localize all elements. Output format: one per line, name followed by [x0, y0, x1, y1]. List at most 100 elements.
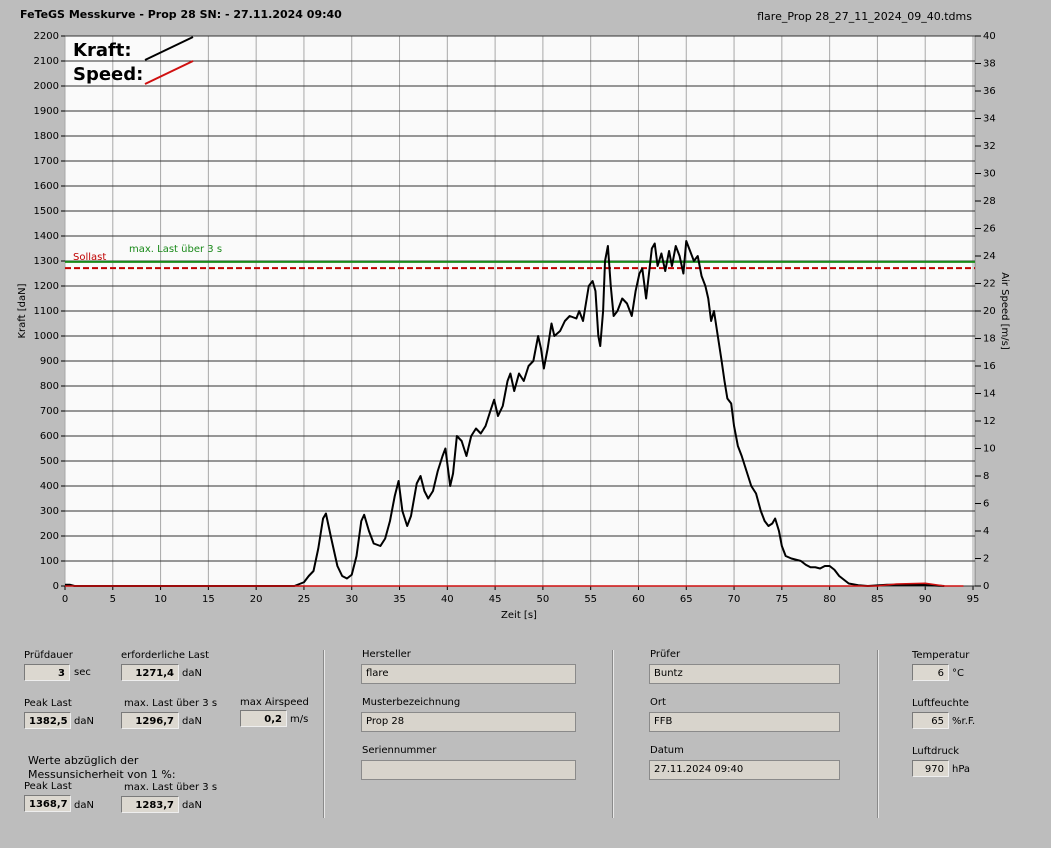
y-tick-label: 1000 — [34, 331, 59, 342]
reference-label: max. Last über 3 s — [129, 244, 222, 255]
unit: sec — [74, 667, 91, 678]
text-field: FFB — [649, 712, 840, 732]
y2-tick-label: 20 — [983, 306, 996, 317]
x-tick-label: 70 — [728, 594, 741, 605]
label: Prüfdauer — [24, 650, 73, 661]
legend-line — [144, 60, 194, 85]
unit: m/s — [290, 714, 309, 725]
value-box: 1296,7 — [121, 712, 179, 729]
unit: daN — [182, 716, 202, 727]
label: Prüfer — [650, 649, 681, 660]
y2-tick-label: 30 — [983, 169, 996, 180]
value-box: 970 — [912, 760, 949, 777]
y2-tick-label: 16 — [983, 361, 996, 372]
label: Luftfeuchte — [912, 698, 969, 709]
y2-tick-label: 0 — [983, 581, 989, 592]
y2-tick-label: 18 — [983, 334, 996, 345]
y-tick-label: 2200 — [34, 31, 59, 42]
unit: %r.F. — [952, 716, 976, 727]
text-field — [361, 760, 576, 780]
text-field: Prop 28 — [361, 712, 576, 732]
title: FeTeGS Messkurve - Prop 28 SN: - 27.11.2… — [20, 8, 342, 21]
y-tick-label: 400 — [40, 481, 59, 492]
note: Werte abzüglich der — [28, 754, 139, 767]
label: Hersteller — [362, 649, 411, 660]
series-line — [65, 240, 945, 587]
x-tick-label: 60 — [632, 594, 645, 605]
legend-line — [144, 36, 194, 61]
y-tick-label: 2000 — [34, 81, 59, 92]
text-field: 27.11.2024 09:40 — [649, 760, 840, 780]
x-tick-label: 75 — [775, 594, 788, 605]
y2-tick-label: 2 — [983, 554, 989, 565]
unit: °C — [952, 668, 964, 679]
label: max. Last über 3 s — [124, 698, 218, 709]
value-box: 0,2 — [240, 710, 287, 727]
label: max. Last über 3 s — [124, 782, 218, 793]
unit: hPa — [952, 764, 971, 775]
separator — [877, 650, 879, 818]
reference-label: Sollast — [73, 252, 106, 263]
x-tick-label: 85 — [871, 594, 884, 605]
file-name: flare_Prop 28_27_11_2024_09_40.tdms — [757, 10, 972, 23]
value-box: 1283,7 — [121, 796, 179, 813]
y-tick-label: 100 — [40, 556, 59, 567]
label: Musterbezeichnung — [362, 697, 461, 708]
y-tick-label: 1200 — [34, 281, 59, 292]
y2-tick-label: 10 — [983, 444, 996, 455]
text-field: flare — [361, 664, 576, 684]
x-axis-label: Zeit [s] — [501, 610, 537, 621]
y-tick-label: 1800 — [34, 131, 59, 142]
x-tick-label: 95 — [967, 594, 980, 605]
y-tick-label: 1700 — [34, 156, 59, 167]
y2-tick-label: 26 — [983, 224, 996, 235]
y2-tick-label: 4 — [983, 526, 989, 537]
x-tick-label: 65 — [680, 594, 693, 605]
label: Datum — [650, 745, 684, 756]
x-tick-label: 35 — [393, 594, 406, 605]
x-tick-label: 50 — [537, 594, 550, 605]
y2-axis-label: Air Speed [m/s] — [999, 272, 1010, 350]
x-tick-label: 0 — [62, 594, 68, 605]
y2-tick-label: 6 — [983, 499, 989, 510]
label: Luftdruck — [912, 746, 960, 757]
x-tick-label: 15 — [202, 594, 215, 605]
y-tick-label: 1400 — [34, 231, 59, 242]
x-tick-label: 45 — [489, 594, 502, 605]
value-box: 3 — [24, 664, 70, 681]
x-tick-label: 40 — [441, 594, 454, 605]
value-box: 6 — [912, 664, 949, 681]
y-tick-label: 200 — [40, 531, 59, 542]
unit: daN — [74, 800, 94, 811]
x-tick-label: 30 — [345, 594, 358, 605]
series-line — [65, 582, 964, 587]
legend-label: Speed: — [73, 64, 143, 85]
y-tick-label: 300 — [40, 506, 59, 517]
y2-tick-label: 34 — [983, 114, 996, 125]
x-tick-label: 5 — [110, 594, 116, 605]
y-tick-label: 500 — [40, 456, 59, 467]
y2-tick-label: 14 — [983, 389, 996, 400]
x-tick-label: 90 — [919, 594, 932, 605]
unit: daN — [74, 716, 94, 727]
y-tick-label: 1100 — [34, 306, 59, 317]
separator — [612, 650, 614, 818]
label: Peak Last — [24, 781, 72, 792]
marks: Sollast max. Last über 3 s Kraft: Speed: — [65, 36, 975, 587]
y2-tick-label: 24 — [983, 251, 996, 262]
x-tick-label: 20 — [250, 594, 263, 605]
y2-tick-label: 38 — [983, 59, 996, 70]
y-tick-label: 800 — [40, 381, 59, 392]
label: max Airspeed — [240, 697, 309, 708]
y-tick-label: 1900 — [34, 106, 59, 117]
y-tick-label: 900 — [40, 356, 59, 367]
y-tick-label: 700 — [40, 406, 59, 417]
x-tick-label: 55 — [584, 594, 597, 605]
value-box: 1271,4 — [121, 664, 179, 681]
y2-tick-label: 8 — [983, 471, 989, 482]
y2-tick-label: 40 — [983, 31, 996, 42]
label: erforderliche Last — [121, 650, 210, 661]
y-axis-label: Kraft [daN] — [17, 283, 28, 338]
x-tick-label: 10 — [154, 594, 167, 605]
